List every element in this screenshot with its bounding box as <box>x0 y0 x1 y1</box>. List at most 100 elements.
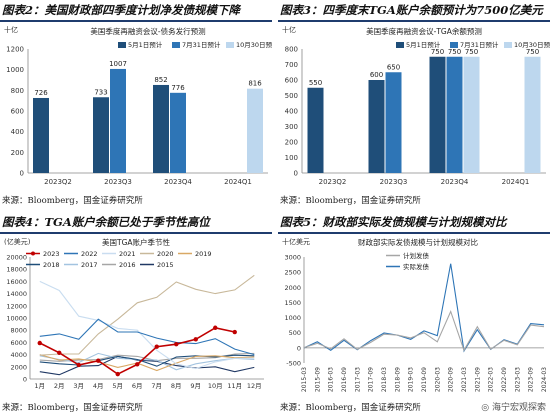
legend-label: 5月1日预计 <box>406 40 441 49</box>
x-tick-label: 7月 <box>151 382 162 390</box>
bar <box>153 84 169 173</box>
y-tick-label: 0 <box>23 376 27 384</box>
legend-label: 7月31日预计 <box>460 40 499 49</box>
y-tick-label: 600 <box>285 77 298 85</box>
bar <box>429 56 446 173</box>
legend-label: 2018 <box>43 261 60 269</box>
title-rule-3 <box>0 232 272 234</box>
watermark: ◎ 海宁宏观探索 <box>479 400 548 413</box>
title-rule-4 <box>278 232 550 234</box>
watermark-text: 海宁宏观探索 <box>491 403 546 413</box>
legend-swatch <box>172 42 180 48</box>
x-tick-label: 2015-09 <box>314 367 321 392</box>
x-tick-label: 10月 <box>208 382 223 390</box>
y-tick-label: 20000 <box>6 254 27 262</box>
x-tick-label: 2022-09 <box>501 367 508 392</box>
y-tick-label: 100 <box>285 154 298 162</box>
source-note-2: 来源：Bloomberg，国金证券研究所 <box>280 196 421 206</box>
title-rule-1 <box>0 20 272 22</box>
y-tick-label: 300 <box>285 123 298 131</box>
x-tick-label: 2023Q3 <box>104 178 132 186</box>
series-line <box>39 318 255 356</box>
y-tick-label: 200 <box>285 139 298 147</box>
y-unit-label: 十亿 <box>282 25 296 34</box>
bar-value-label: 750 <box>465 48 478 56</box>
y-tick-label: 2000 <box>284 284 301 292</box>
y-tick-label: 16000 <box>6 278 27 286</box>
y-tick-label: 0 <box>294 170 298 178</box>
bar-value-label: 1007 <box>109 60 127 68</box>
x-tick-label: 11月 <box>227 382 242 390</box>
y-tick-label: 500 <box>285 92 298 100</box>
title-rule-2 <box>278 20 550 22</box>
series-marker <box>115 371 120 377</box>
x-tick-label: 2017-03 <box>354 367 361 392</box>
x-tick-label: 6月 <box>132 382 143 390</box>
bar <box>463 56 480 173</box>
panel-title-4: 图表5：财政部实际发债规模与计划规模对比 <box>280 215 507 229</box>
x-tick-label: 2019-09 <box>421 367 428 392</box>
series-line <box>39 274 255 356</box>
series-line <box>39 354 255 372</box>
x-tick-label: 2016-09 <box>341 367 348 392</box>
legend-swatch <box>118 42 126 48</box>
bar <box>247 88 263 173</box>
y-tick-label: 800 <box>11 87 24 95</box>
bar <box>524 56 541 173</box>
y-tick-label: 0 <box>297 344 301 352</box>
y-tick-label: 600 <box>11 108 24 116</box>
series-marker <box>57 350 62 355</box>
y-tick-label: 1000 <box>284 314 301 322</box>
y-tick-label: 6000 <box>10 339 27 347</box>
legend-swatch <box>396 42 404 48</box>
legend-label: 实际发债 <box>403 262 430 271</box>
bar-value-label: 816 <box>248 80 262 88</box>
x-tick-label: 12月 <box>247 382 262 390</box>
series-marker <box>96 358 101 363</box>
bar <box>110 68 126 173</box>
chart-actual-vs-planned-issuance: 十亿美元 财政部实际发债规模与计划规模对比 -500 0 500 1000 1500 2000… <box>282 237 548 392</box>
series-marker <box>174 342 179 347</box>
series-line <box>39 352 255 371</box>
y-tick-label: 800 <box>285 46 298 54</box>
chart-debt-issuance-forecast: 十亿 美国季度再融资会议-债务发行预测 0 200 400 600 800 1000 1200 5… <box>4 25 272 186</box>
legend-label: 10月30日预计 <box>236 40 272 49</box>
y-tick-label: 700 <box>285 61 298 69</box>
x-tick-label: 2023Q2 <box>44 178 72 186</box>
x-tick-label: 2月 <box>54 382 65 390</box>
y-tick-label: 1000 <box>6 66 24 74</box>
legend-label: 2020 <box>157 250 174 258</box>
legend-label: 2022 <box>81 250 98 258</box>
panel-title-3: 图表4：TGA账户余额已处于季节性高位 <box>2 215 210 229</box>
x-tick-label: 2023Q4 <box>164 178 192 186</box>
y-tick-label: 2500 <box>284 269 301 277</box>
y-tick-label: 200 <box>11 149 24 157</box>
legend-label: 计划发债 <box>403 251 430 260</box>
series-marker <box>193 337 198 342</box>
bar-value-label: 733 <box>94 88 107 96</box>
y-unit-label: (亿美元) <box>4 237 31 246</box>
legend-label: 2021 <box>119 250 136 258</box>
legend-swatch <box>450 42 458 48</box>
panel-title-1: 图表2：美国财政部四季度计划净发债规模下降 <box>2 3 240 17</box>
y-tick-label: 3000 <box>284 254 301 262</box>
series-marker <box>154 344 159 349</box>
y-tick-label: -500 <box>286 360 301 368</box>
series-line <box>303 309 545 352</box>
chart-tga-seasonality: (亿美元) 美国TGA账户季节性 0 2000 4000 6000 8000 10000 120… <box>4 237 264 390</box>
x-tick-label: 2024-03 <box>541 367 548 392</box>
x-tick-label: 3月 <box>73 382 84 390</box>
x-tick-label: 2021-09 <box>474 367 481 392</box>
y-tick-label: 400 <box>11 128 24 136</box>
chart-title: 美国季度再融资会议-TGA余额预测 <box>366 26 482 36</box>
y-tick-label: 0 <box>20 170 24 178</box>
legend-swatch <box>504 42 512 48</box>
legend-label: 2019 <box>195 250 212 258</box>
x-tick-label: 2016-03 <box>328 367 335 392</box>
legend-label: 2015 <box>157 261 174 269</box>
x-tick-label: 2018-09 <box>394 367 401 392</box>
series-marker <box>135 362 140 367</box>
x-tick-label: 2023Q2 <box>319 178 347 186</box>
series-marker <box>37 340 42 346</box>
legend-label: 2017 <box>81 261 98 269</box>
